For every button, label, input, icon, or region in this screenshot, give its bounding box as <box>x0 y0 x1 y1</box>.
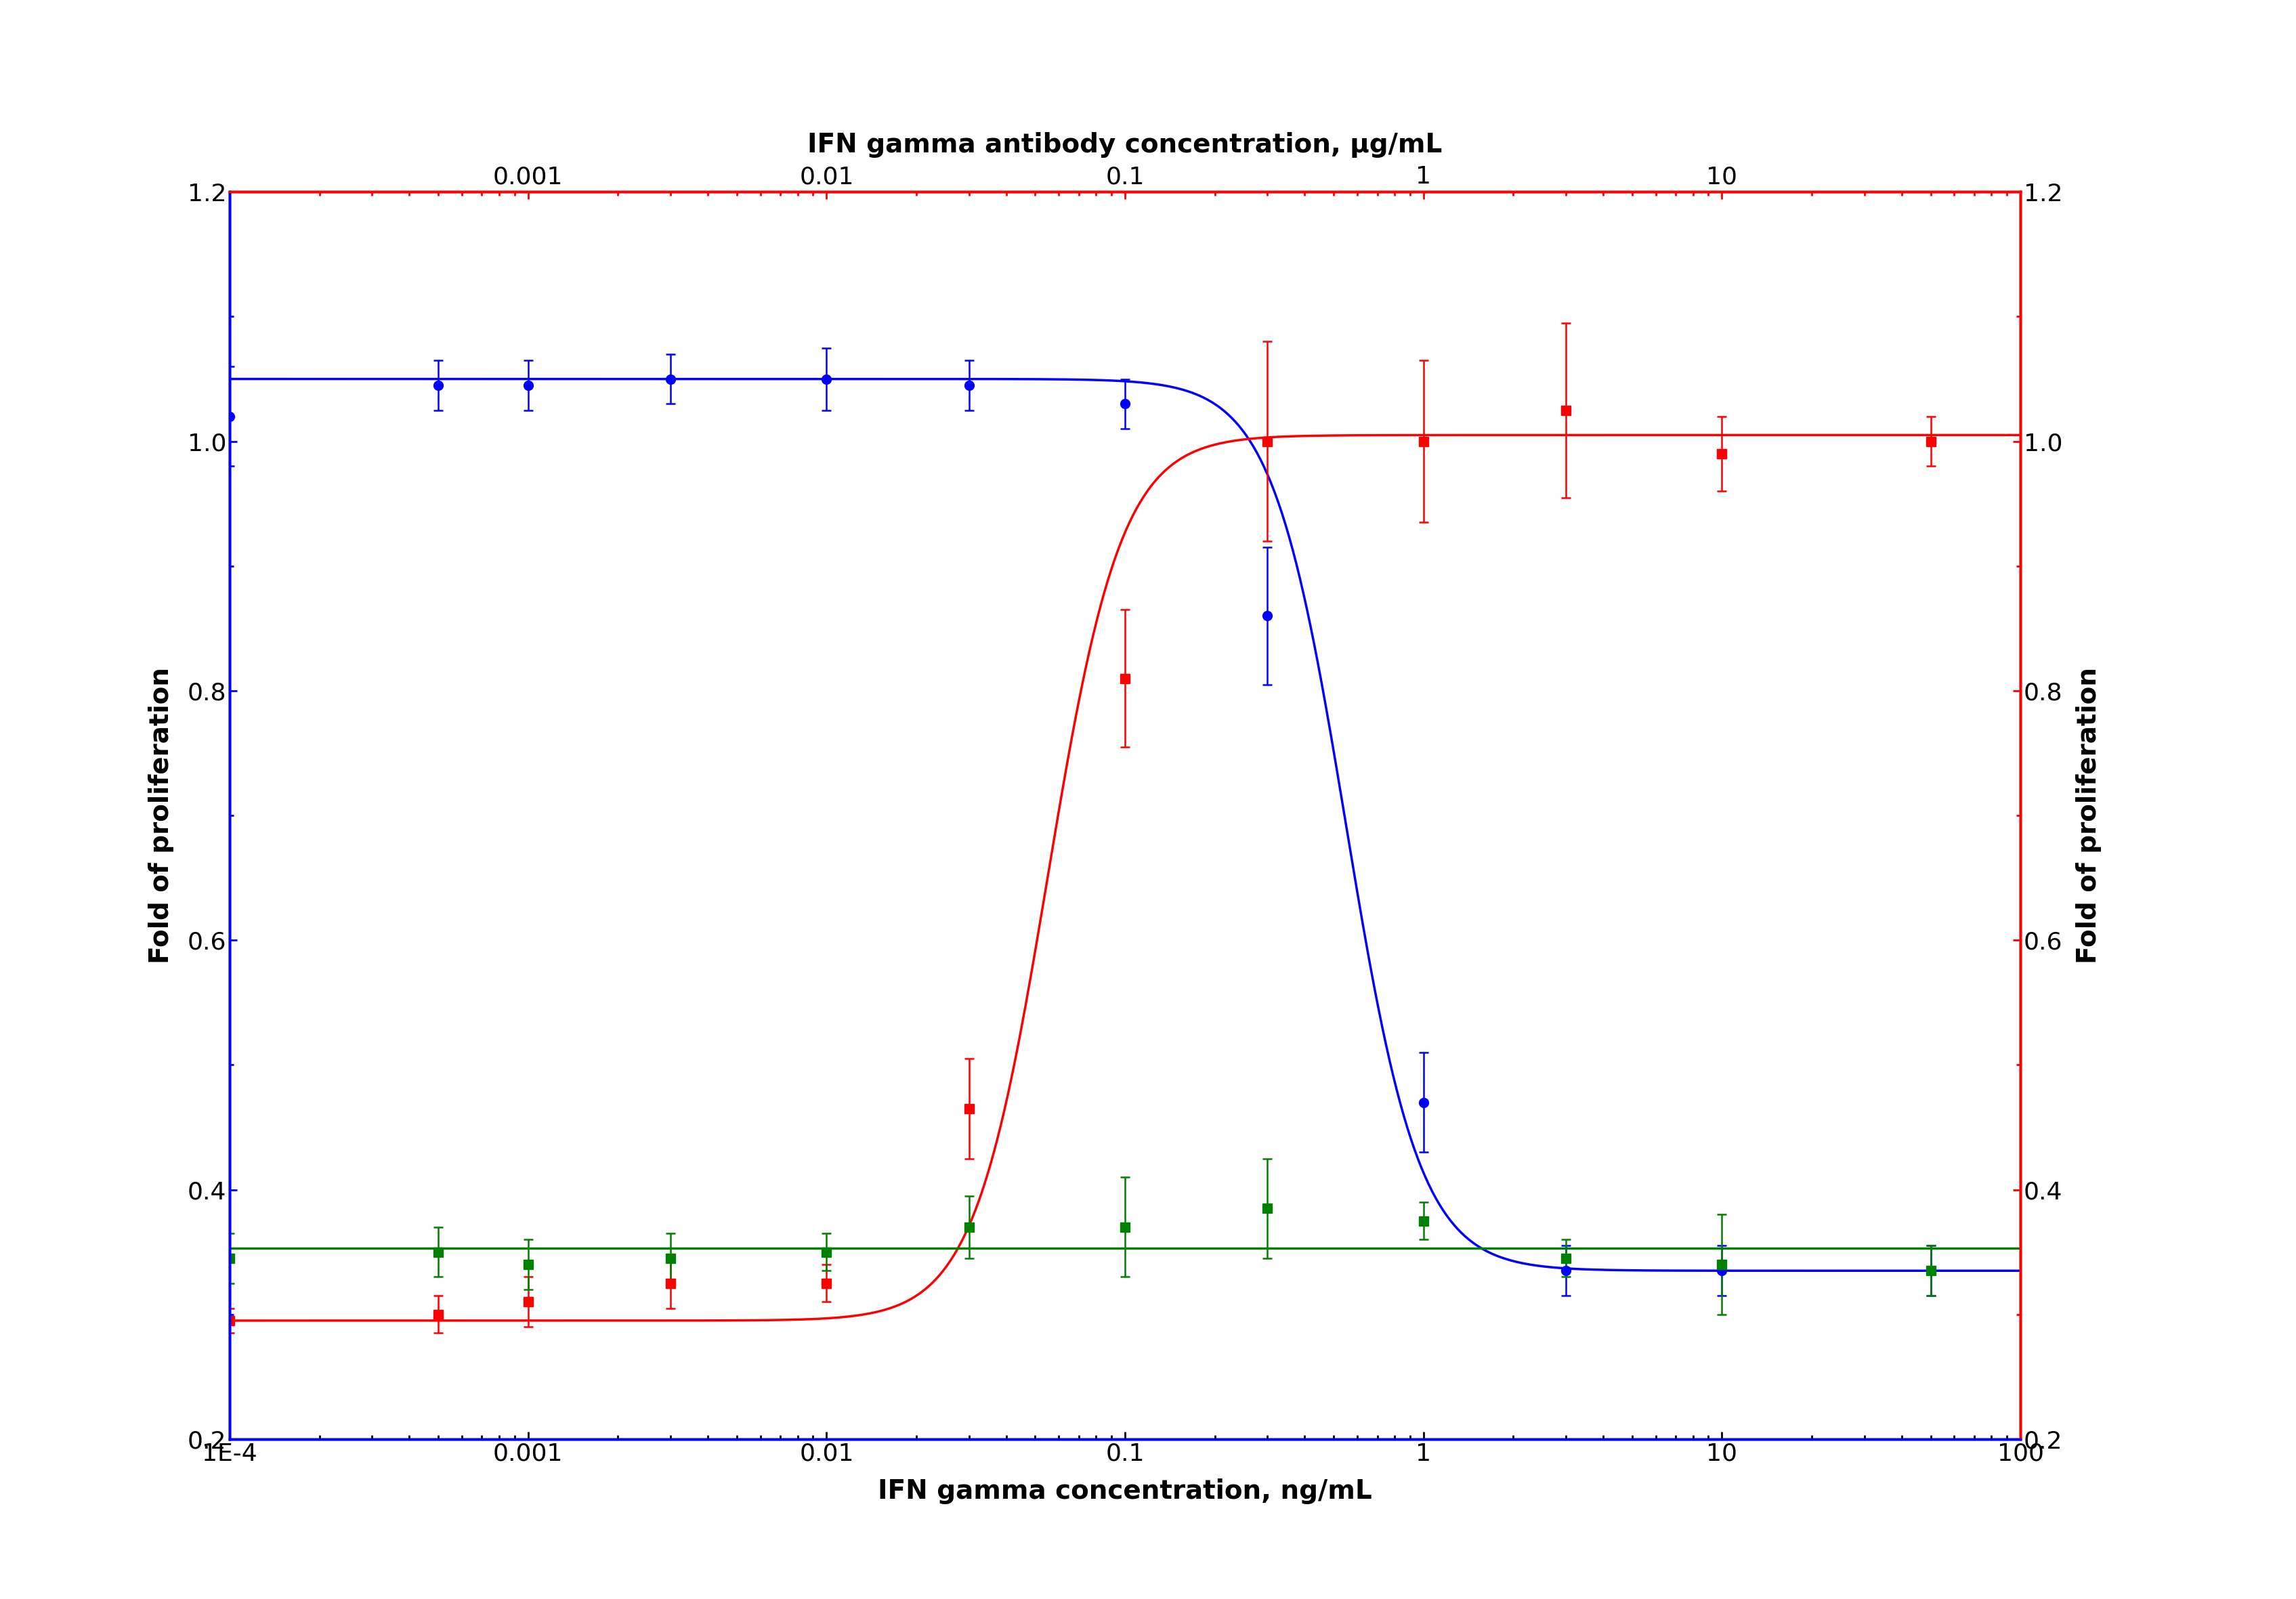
X-axis label: IFN gamma antibody concentration, μg/mL: IFN gamma antibody concentration, μg/mL <box>808 133 1442 158</box>
Y-axis label: Fold of proliferation: Fold of proliferation <box>149 667 174 964</box>
Y-axis label: Fold of proliferation: Fold of proliferation <box>2076 667 2101 964</box>
X-axis label: IFN gamma concentration, ng/mL: IFN gamma concentration, ng/mL <box>877 1479 1373 1505</box>
